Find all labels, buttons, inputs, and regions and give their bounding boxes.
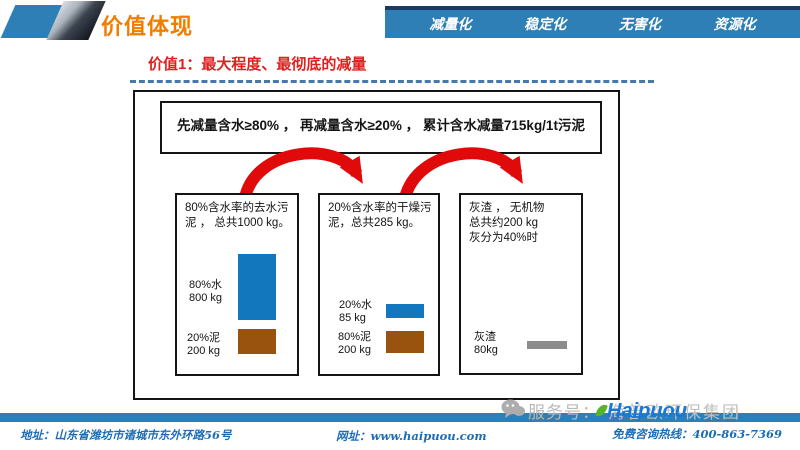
mud-bar bbox=[386, 331, 424, 353]
nav-bar: 减量化 稳定化 无害化 资源化 bbox=[385, 10, 800, 38]
dashed-divider bbox=[130, 80, 654, 83]
bar-label-ash: 灰渣 80kg bbox=[474, 331, 498, 356]
water-bar bbox=[238, 254, 276, 320]
stage-title: 灰渣 ， 无机物 总共约200 kg 灰分为40%时 bbox=[469, 202, 545, 244]
water-bar bbox=[386, 304, 424, 318]
stage-title: 80%含水率的去水污 泥 ， 总共1000 kg。 bbox=[185, 202, 290, 229]
flow-arrow-1 bbox=[239, 147, 363, 200]
hotline-label: 免费咨询热线： bbox=[612, 427, 693, 441]
summary-text: 先减量含水≥80% ， 再减量含水≥20% ， 累计含水减量715kg/1t污泥 bbox=[177, 117, 585, 133]
page-title: 价值体现 bbox=[101, 14, 194, 39]
website-url[interactable]: www.haipuou.com bbox=[370, 429, 487, 443]
leaf-icon bbox=[595, 402, 608, 419]
wechat-icon bbox=[501, 399, 525, 418]
watermark-channel: 服务号： bbox=[528, 403, 600, 422]
bar-label-water: 80%水 800 kg bbox=[189, 279, 223, 304]
nav-top-accent bbox=[385, 6, 800, 10]
flow-arrow-2 bbox=[399, 147, 523, 200]
stage-box-ash: 灰渣 ， 无机物 总共约200 kg 灰分为40%时 灰渣 80kg bbox=[459, 193, 583, 375]
tab-stabilization[interactable]: 稳定化 bbox=[524, 17, 567, 33]
footer-hotline: 免费咨询热线：400-863-7369 bbox=[612, 426, 782, 442]
stage-box-dewatered-sludge: 80%含水率的去水污 泥 ， 总共1000 kg。 80%水 800 kg 20… bbox=[175, 193, 299, 376]
ash-bar bbox=[527, 341, 567, 349]
website-label: 网址： bbox=[336, 429, 371, 443]
slide-subtitle: 价值1：最大程度、最彻底的减量 bbox=[148, 56, 367, 73]
tab-reduction[interactable]: 减量化 bbox=[429, 17, 472, 33]
bar-label-water: 20%水 85 kg bbox=[339, 299, 373, 324]
tab-harmless[interactable]: 无害化 bbox=[618, 17, 661, 33]
footer-address: 地址：山东省潍坊市诸城市东外环路56号 bbox=[20, 427, 232, 443]
footer-band bbox=[0, 413, 800, 422]
mud-bar bbox=[238, 329, 276, 354]
arrows-layer bbox=[239, 147, 523, 200]
address-value: 山东省潍坊市诸城市东外环路56号 bbox=[54, 428, 232, 442]
bar-label-mud: 20%泥 200 kg bbox=[187, 332, 221, 357]
brand-logo-text: Haipuou bbox=[607, 400, 687, 422]
summary-box: 先减量含水≥80% ， 再减量含水≥20% ， 累计含水减量715kg/1t污泥 bbox=[160, 101, 602, 154]
hotline-number: 400-863-7369 bbox=[692, 427, 783, 441]
bar-label-mud: 80%泥 200 kg bbox=[338, 331, 372, 356]
watermark-company: 海普欧环保集团 bbox=[608, 403, 741, 422]
stage-title: 20%含水率的干燥污 泥，总共285 kg。 bbox=[328, 202, 432, 229]
footer-website: 网址：www.haipuou.com bbox=[336, 428, 487, 444]
tab-resource[interactable]: 资源化 bbox=[713, 17, 756, 33]
stage-box-dried-sludge: 20%含水率的干燥污 泥，总共285 kg。 20%水 85 kg 80%泥 2… bbox=[318, 193, 440, 376]
brand-logo: Haipuou bbox=[595, 400, 687, 423]
address-label: 地址： bbox=[20, 428, 55, 442]
